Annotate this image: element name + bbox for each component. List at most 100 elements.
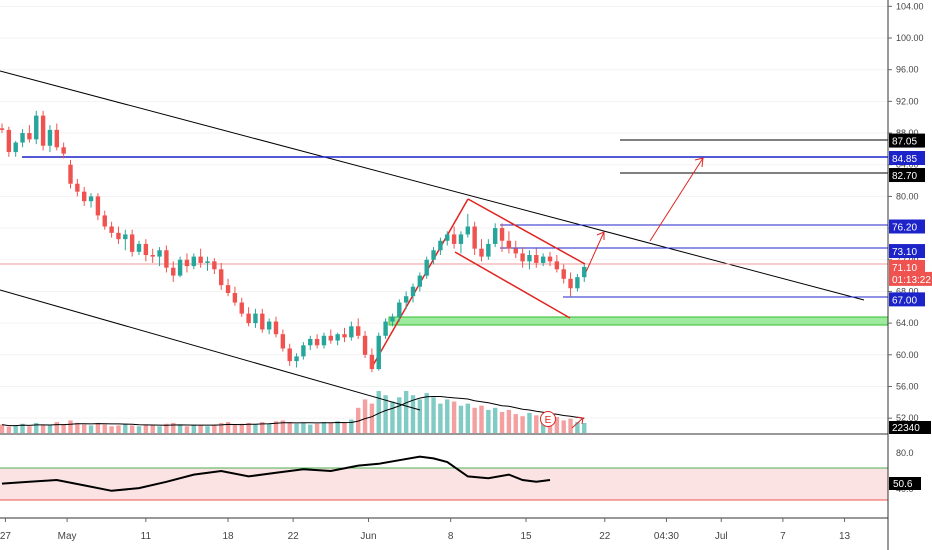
volume-bar <box>561 420 566 433</box>
descending-channel-upper[interactable] <box>0 70 865 301</box>
price-tick-label: 56.00 <box>896 381 919 391</box>
candle-body <box>287 348 292 362</box>
volume-bar <box>164 423 169 433</box>
main-price-pane[interactable]: E <box>0 5 889 433</box>
volume-bar <box>0 424 5 433</box>
candle-body <box>260 313 265 330</box>
candle-body <box>54 129 59 148</box>
volume-bar <box>499 412 505 433</box>
volume-bar <box>109 426 114 433</box>
volume-bar <box>321 422 327 433</box>
volume-bar <box>260 422 265 433</box>
candle-body <box>164 250 169 268</box>
volume-bar <box>472 407 477 433</box>
candle-body <box>328 335 333 341</box>
candle-body <box>506 240 512 249</box>
candle-body <box>534 255 539 263</box>
price-tick-label: 96.00 <box>896 65 919 75</box>
candle-body <box>362 335 368 355</box>
rsi-line <box>1 455 551 492</box>
volume-bar <box>314 423 320 433</box>
price-label: 67.00 <box>892 295 917 306</box>
volume-bar <box>465 403 470 433</box>
candle-body <box>561 269 566 279</box>
candle-body <box>246 313 251 324</box>
candle-body <box>513 248 518 254</box>
candle-body <box>403 296 409 303</box>
price-tick-label: 68.00 <box>896 286 919 296</box>
volume-bar <box>27 426 32 433</box>
candle-body <box>232 293 238 303</box>
trend-lines[interactable] <box>0 70 865 411</box>
volume-bar <box>575 422 580 433</box>
volume-bar <box>356 407 361 433</box>
volume-bar <box>486 409 491 433</box>
candle-body <box>82 191 87 202</box>
volume-bar <box>308 424 313 433</box>
candlesticks <box>0 110 587 373</box>
candle-body <box>171 267 176 276</box>
volume-bar <box>82 424 87 433</box>
time-tick-label: Jul <box>715 531 728 542</box>
volume-bar <box>88 425 94 433</box>
candle-body <box>61 147 66 154</box>
price-axis[interactable]: 104.00100.0096.0092.0088.0084.0080.0076.… <box>887 0 932 550</box>
volume-bar <box>246 422 251 433</box>
candle-body <box>239 302 244 314</box>
volume-bar <box>445 399 450 433</box>
candle-body <box>6 129 12 153</box>
candle-body <box>280 334 286 349</box>
volume-bar <box>68 420 73 433</box>
candle-body <box>410 286 416 297</box>
flag-lower <box>454 251 571 319</box>
volume-bar <box>136 426 142 433</box>
volume-bar <box>191 424 196 433</box>
volume-bar <box>266 423 272 433</box>
candle-body <box>191 256 196 267</box>
price-label: 76.20 <box>892 223 917 234</box>
candle-body <box>157 250 162 257</box>
descending-channel-lower[interactable] <box>0 289 421 411</box>
volume-bar <box>362 399 368 433</box>
rsi-current-label: 50.6 <box>889 477 921 490</box>
candle-body <box>75 183 80 192</box>
rsi-pane[interactable] <box>0 455 888 501</box>
candle-body <box>479 248 484 257</box>
candle-body <box>129 234 135 252</box>
arrow-head-short <box>596 231 605 240</box>
candle-body <box>116 232 121 240</box>
time-axis[interactable]: 27 May 11 18 22 Jun 8 15 22 04:30 Jul 7 13 <box>0 518 851 542</box>
price-label: 84.85 <box>892 154 917 165</box>
candle-body <box>273 321 279 335</box>
time-tick-label: 04:30 <box>654 531 679 542</box>
candle-body <box>499 228 505 241</box>
time-tick-label: 15 <box>520 531 532 542</box>
candle-body <box>212 261 217 270</box>
price-label: 71.10 <box>892 263 917 274</box>
volume-bar <box>328 422 333 433</box>
rsi-band <box>0 468 888 500</box>
support-zone[interactable] <box>388 316 889 326</box>
price-grid <box>0 5 888 419</box>
volume-bar <box>403 391 409 433</box>
candle-body <box>308 338 313 346</box>
time-tick-label: 22 <box>288 531 300 542</box>
rsi-value-label: 50.6 <box>893 479 913 490</box>
candle-body <box>458 234 464 244</box>
volume-bar <box>410 395 416 433</box>
price-tick-label: 80.00 <box>896 191 919 201</box>
rsi-tick-label: 80.0 <box>896 448 914 458</box>
earnings-marker[interactable]: E <box>540 411 584 429</box>
price-tick-label: 88.00 <box>896 128 919 138</box>
price-tick-label: 60.00 <box>896 350 919 360</box>
candle-body <box>431 250 436 260</box>
volume-bar <box>527 412 532 433</box>
candle-body <box>40 115 46 146</box>
bull-flag-drawing[interactable] <box>371 157 704 368</box>
volume-bar <box>212 424 217 433</box>
horizontal-levels[interactable] <box>0 139 888 298</box>
volume-bar <box>232 424 238 433</box>
time-tick-label: 18 <box>222 531 234 542</box>
candle-body <box>445 234 450 241</box>
